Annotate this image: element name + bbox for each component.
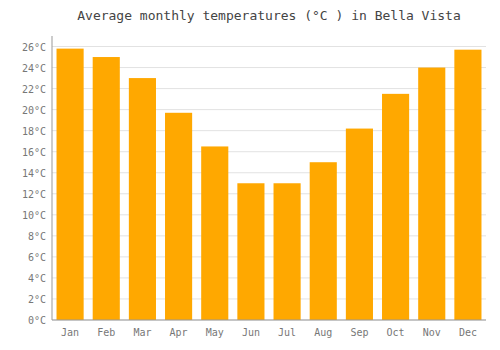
bars [57,49,482,320]
title: Average monthly temperatures (°C ) in Be… [77,8,461,23]
y-tick-label: 20°C [22,105,46,116]
bar [165,113,192,320]
y-tick-label: 22°C [22,84,46,95]
bar [418,68,445,320]
x-tick-label: Apr [170,327,188,338]
y-tick-label: 10°C [22,210,46,221]
x-axis-line [52,320,486,321]
y-tick-label: 0°C [28,315,46,326]
bar [93,57,120,320]
x-tick-label: Jun [242,327,260,338]
x-tick-label: Jan [61,327,79,338]
bar [201,146,228,320]
x-ticks: Jan Feb Mar Apr May Jun Jul Aug Sep Oct Nov Dec [61,327,477,338]
y-ticks: 0°C 2°C 4°C 6°C 8°C 10°C 12°C 14°C 16°C 18°C 20°C 2… [22,42,46,326]
bar [129,78,156,320]
x-tick-label: Aug [314,327,332,338]
x-tick-label: Dec [459,327,477,338]
x-tick-label: Sep [350,327,368,338]
grid-line [52,320,486,321]
bar [274,183,301,320]
grid [52,47,486,320]
x-tick-label: Nov [423,327,441,338]
x-tick-label: Oct [387,327,405,338]
y-tick-label: 14°C [22,168,46,179]
y-tick-label: 6°C [28,252,46,263]
chart-container: Average monthly temperatures (°C ) in Be… [0,0,500,350]
bar [310,162,337,320]
y-axis-line [52,36,53,320]
y-tick-label: 12°C [22,189,46,200]
x-tick-label: May [206,327,224,338]
x-tick-label: Feb [97,327,115,338]
x-tick-label: Mar [133,327,151,338]
y-tick-label: 26°C [22,42,46,53]
x-tick-label: Jul [278,327,296,338]
grid-line [52,46,486,47]
bar [346,129,373,320]
y-tick-label: 8°C [28,231,46,242]
bar [57,49,84,320]
y-tick-label: 4°C [28,273,46,284]
bar [454,50,481,320]
y-tick-label: 16°C [22,147,46,158]
bar [237,183,264,320]
y-tick-label: 2°C [28,294,46,305]
bar [382,94,409,320]
y-tick-label: 24°C [22,63,46,74]
y-tick-label: 18°C [22,126,46,137]
chart: Average monthly temperatures (°C ) in Be… [0,0,500,350]
